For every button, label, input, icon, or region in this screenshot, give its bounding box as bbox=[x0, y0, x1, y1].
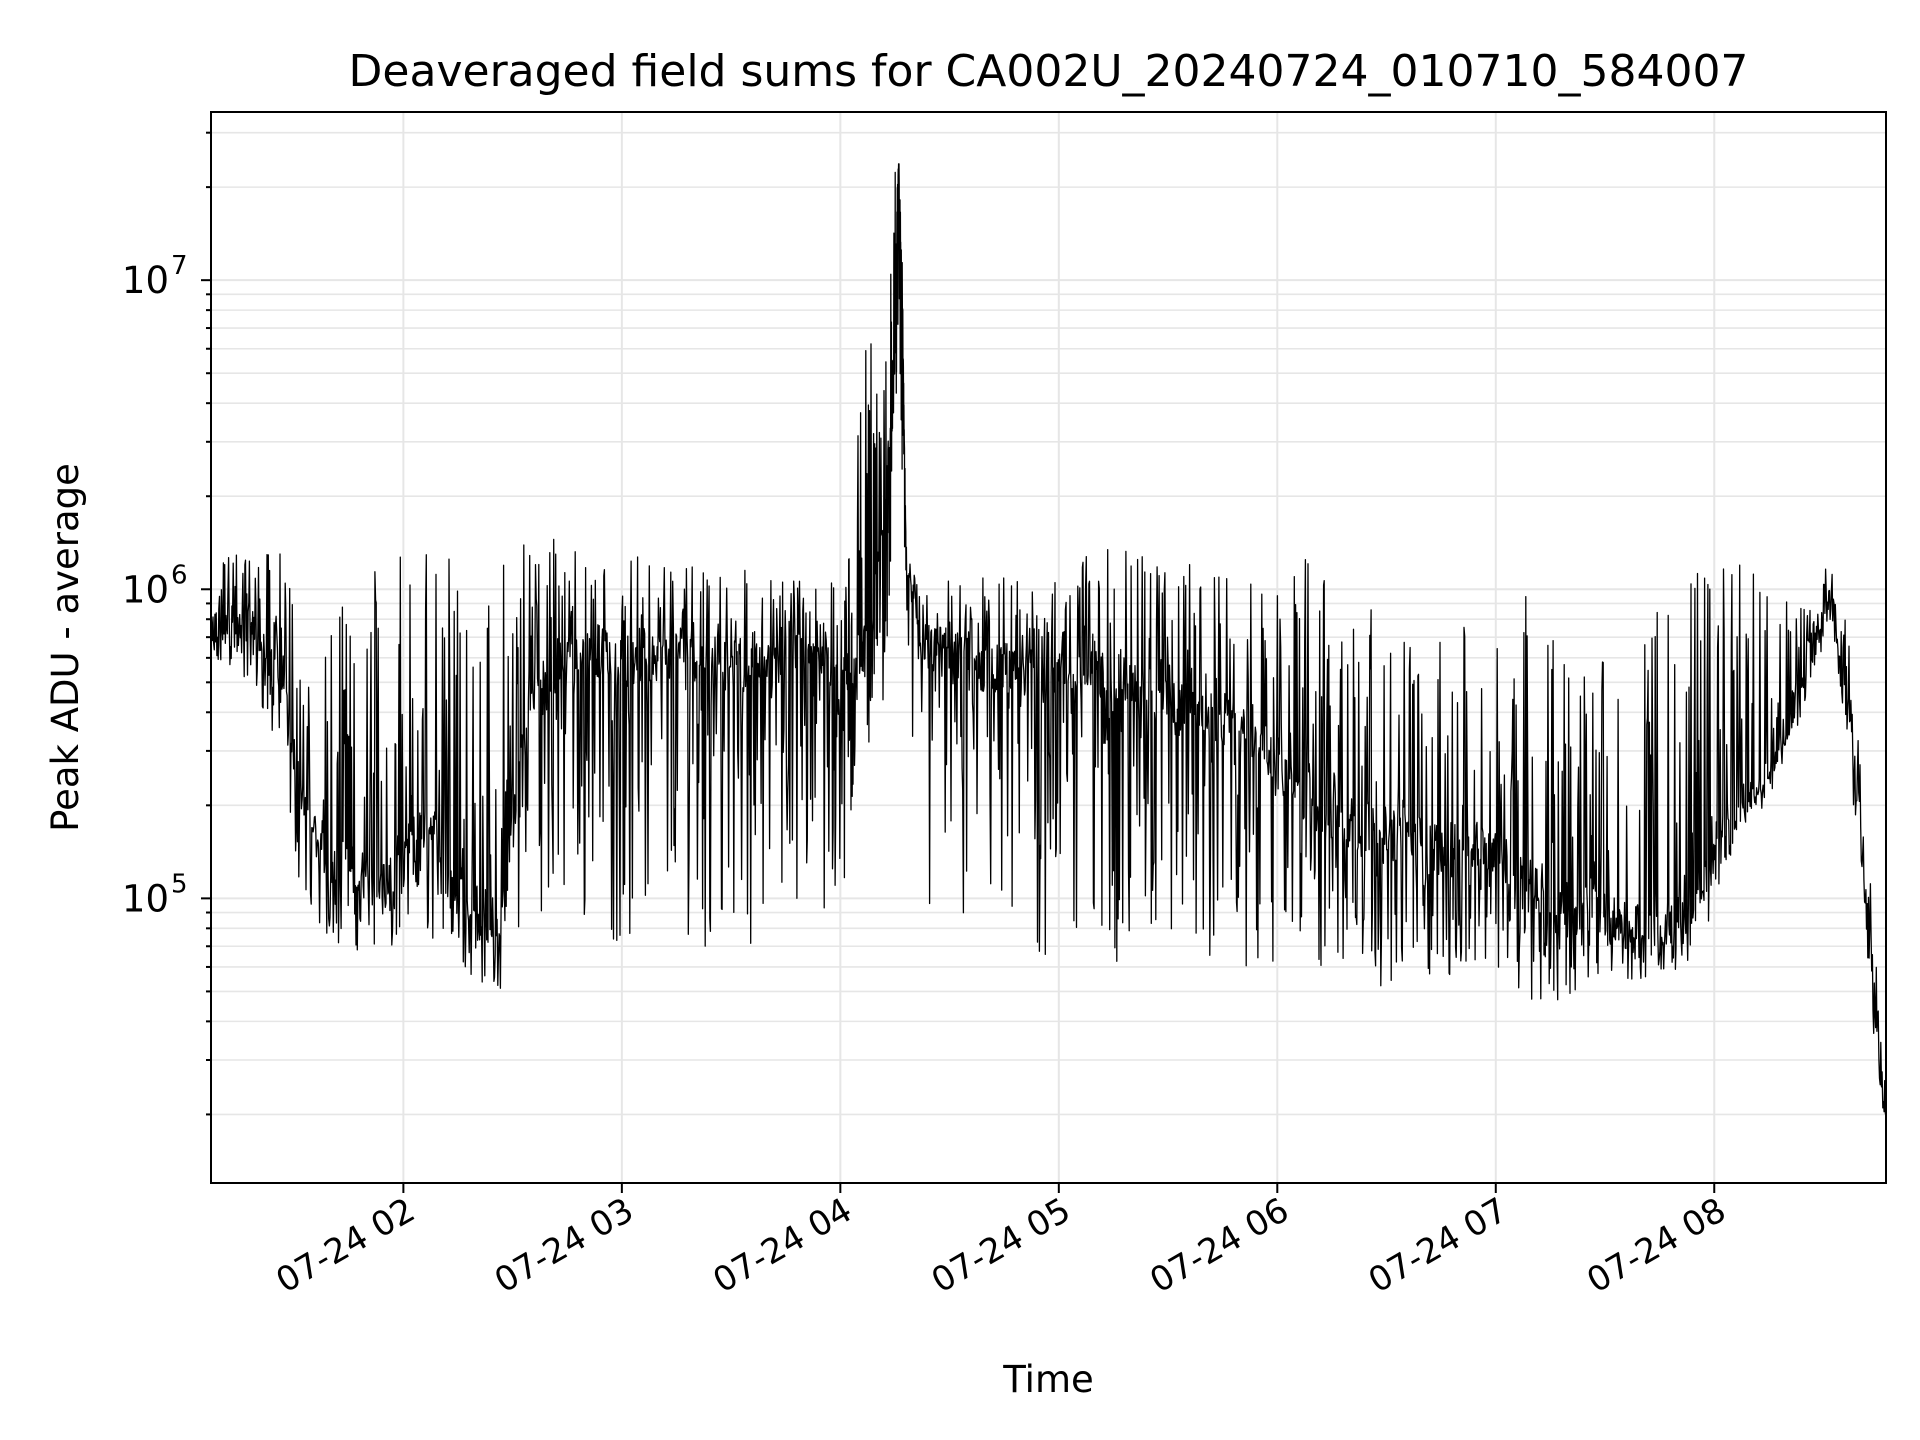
plot-frame bbox=[210, 111, 1887, 1184]
y-tick-exponent: 5 bbox=[171, 869, 188, 899]
chart-title: Deaveraged field sums for CA002U_2024072… bbox=[349, 46, 1749, 97]
series-line bbox=[211, 163, 1886, 1115]
y-tick-exponent: 7 bbox=[171, 251, 188, 281]
y-tick-exponent: 6 bbox=[171, 560, 188, 590]
y-tick-label: 10 bbox=[122, 568, 169, 611]
y-axis-label: Peak ADU - average bbox=[44, 463, 87, 832]
y-tick-label: 10 bbox=[122, 259, 169, 302]
x-axis-label: Time bbox=[1002, 1358, 1094, 1401]
y-tick-label: 10 bbox=[122, 877, 169, 920]
data-area bbox=[211, 163, 1886, 1115]
